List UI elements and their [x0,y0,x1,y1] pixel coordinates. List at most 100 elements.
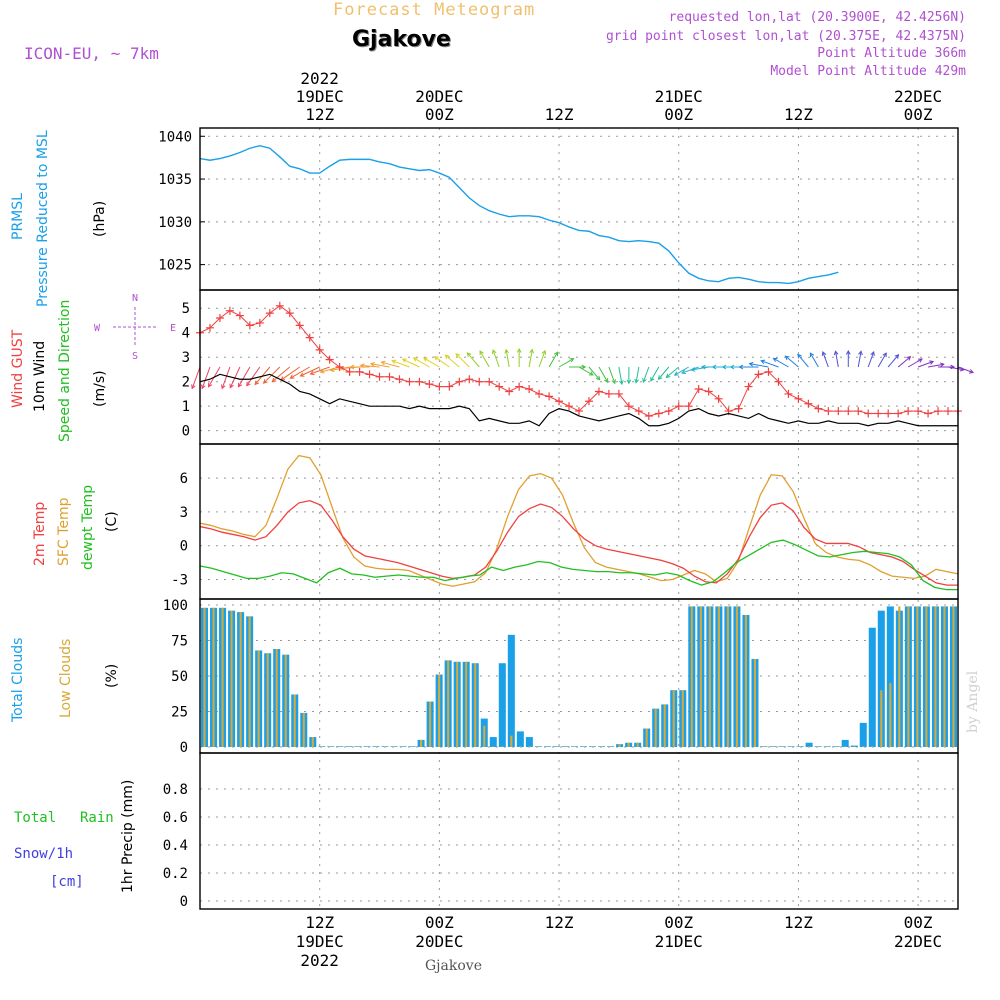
wind-arrow-head [229,383,234,389]
gust-marker [205,323,214,332]
wind-arrow [618,366,623,385]
wind-arrow-head [665,373,671,379]
low-cloud-bar [528,746,531,747]
wind-arrow [681,366,699,374]
low-cloud-bar [212,607,215,747]
gust-marker [624,402,633,411]
gust-marker [894,409,903,418]
gust-marker [644,411,653,420]
wind-arrow [434,356,450,368]
total-cloud-bar [525,737,533,747]
model-altitude: Model Point Altitude 429m [770,64,966,79]
pressure-tick-label: 1030 [158,215,192,231]
low-cloud-bar [365,746,368,747]
low-cloud-bar [555,746,558,747]
wind-arrow [773,357,789,368]
low-cloud-bar [853,746,856,747]
pressure-tick-label: 1035 [158,172,192,188]
low-cloud-bar [871,746,874,747]
precip-panel-frame [199,752,959,910]
wind-arrow-head [870,350,875,356]
gust-marker [335,363,344,371]
wind-arrow [538,350,546,368]
low-cloud-bar [762,746,766,747]
wind-arrow-head [254,380,260,386]
wind-arrow [947,366,964,371]
point-altitude: Point Altitude 366m [817,46,966,61]
gust-marker [395,375,404,384]
wind-arrow [310,366,330,375]
wind-arrow-head [626,379,632,385]
total-cloud-bar [886,606,894,747]
gust-marker [604,389,613,398]
gust-marker [425,380,434,389]
bottom-time-label: 22DEC [894,932,942,951]
low-cloud-bar [663,704,666,747]
wind-arrow-head [444,354,450,360]
low-cloud-bar [456,661,459,747]
low-cloud-bar [311,737,314,747]
precip-tick-label: 0.4 [163,838,188,854]
clouds-tick-label: 100 [163,598,188,614]
wind-arrow-head [858,350,863,356]
wind-arrow [505,349,510,368]
wind-arrow [867,351,875,368]
wind-arrow [642,366,650,383]
bottom-time-label: 21DEC [655,932,703,951]
gust-marker [674,402,683,411]
total-cloud-bar [507,634,515,747]
gust-marker [794,394,803,403]
gust-marker [215,314,224,323]
low-cloud-bar [826,746,829,747]
low-cloud-bar [284,654,287,747]
wind-arrow-head [504,348,510,354]
wind-arrow-head [422,357,428,362]
wind-arrow-head [619,380,624,386]
temp-tick-label: 6 [180,471,188,487]
gust-marker [584,397,593,406]
gust-marker [704,387,713,396]
wind-arrow [809,352,819,368]
wind-arrow [381,361,400,368]
wind-arrow [887,354,899,368]
low-cloud-bar [564,746,567,747]
wind-arrow [548,351,559,368]
low-cloud-bar [708,606,711,747]
low-cloud-bar [420,739,423,747]
snow-unit-label: [cm] [50,874,84,890]
wind-arrow [917,361,934,368]
wind-arrow [413,357,430,368]
low-cloud-bar [582,746,585,747]
wind-arrow-head [738,364,744,370]
gust-marker [405,377,414,386]
low-cloud-bar [483,725,486,747]
low-cloud-bar [347,746,350,747]
footer-location: Gjakove [425,958,482,974]
sfc-temp-series [199,454,959,587]
wind-arrow [280,366,301,381]
low-cloud-bar [519,746,522,747]
total-cloud-bar [868,627,876,747]
low-cloud-bar [302,712,305,747]
gust-marker [844,407,853,416]
wind-arrow-head [516,347,522,353]
wind-arrow [608,366,616,384]
top-time-label: 12Z [784,105,813,124]
wind-arrow-head [809,352,815,358]
low-cloud-bar [943,606,946,747]
gust-marker [415,377,424,386]
gust-marker [325,355,334,364]
low-cloud-bar [492,746,495,747]
wind-arrow [423,357,440,368]
gust-marker [764,367,773,376]
temp2m-series [199,499,958,586]
wind-arrow [635,366,640,383]
wind-arrow [479,350,490,368]
gust-marker [774,377,783,386]
wind-arrow-head [391,359,397,365]
wind-arrow-head [634,378,639,384]
wind-arrow-head [729,364,735,370]
gust-marker [804,399,813,408]
gust-marker [235,311,244,320]
